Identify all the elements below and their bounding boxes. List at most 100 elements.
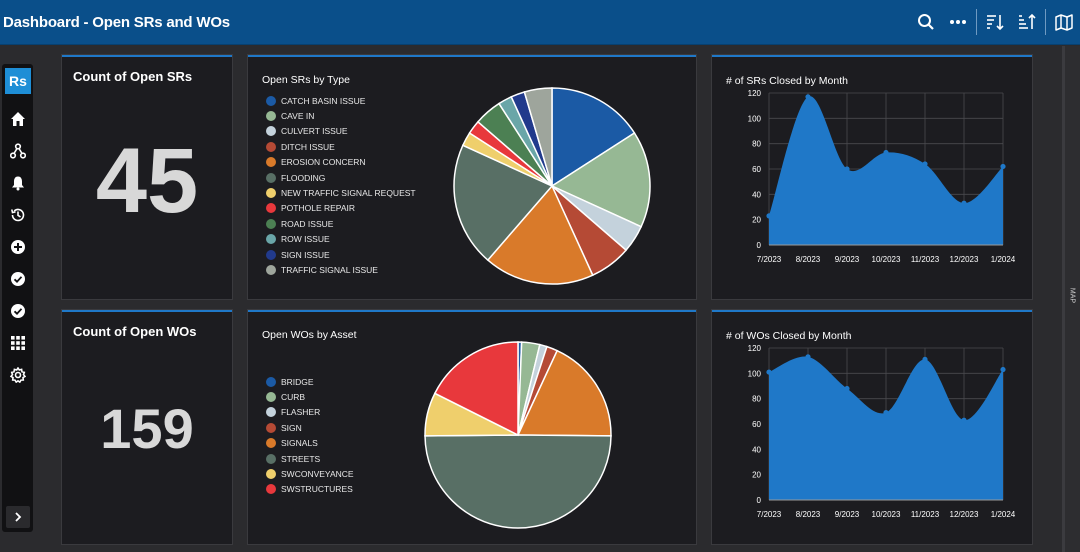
chart-legend: CATCH BASIN ISSUE CAVE IN CULVERT ISSUE DIT…	[266, 93, 416, 278]
expand-sidebar-button[interactable]	[6, 506, 30, 528]
legend-label: ROAD ISSUE	[281, 218, 334, 229]
data-point[interactable]	[883, 410, 889, 416]
y-tick-label: 120	[748, 89, 762, 98]
data-point[interactable]	[844, 166, 850, 172]
legend-item[interactable]: SWSTRUCTURES	[266, 482, 354, 497]
map-icon[interactable]	[1048, 0, 1080, 44]
legend-item[interactable]: BRIDGE	[266, 374, 354, 389]
y-tick-label: 100	[748, 114, 762, 123]
search-icon[interactable]	[910, 0, 942, 44]
legend-label: SIGNALS	[281, 438, 318, 449]
sort-descending-icon[interactable]	[979, 0, 1011, 44]
legend-item[interactable]: POTHOLE REPAIR	[266, 201, 416, 216]
map-panel-tab[interactable]	[1062, 46, 1080, 552]
data-point[interactable]	[1000, 366, 1006, 373]
legend-swatch	[266, 218, 276, 229]
x-tick-label: 9/2023	[835, 510, 860, 519]
y-tick-label: 0	[757, 241, 762, 250]
legend-item[interactable]: NEW TRAFFIC SIGNAL REQUEST	[266, 185, 416, 200]
legend-label: ROW ISSUE	[281, 234, 330, 245]
legend-item[interactable]: CAVE IN	[266, 108, 416, 123]
y-tick-label: 0	[757, 496, 762, 505]
legend-item[interactable]: FLOODING	[266, 170, 416, 185]
kpi-open-srs-panel: Count of Open SRs 45	[62, 55, 232, 299]
legend-swatch	[266, 392, 276, 403]
legend-item[interactable]: TRAFFIC SIGNAL ISSUE	[266, 262, 416, 277]
check-circle-icon[interactable]	[8, 269, 28, 289]
history-icon[interactable]	[8, 205, 28, 225]
more-options-icon[interactable]	[942, 0, 974, 44]
legend-label: CULVERT ISSUE	[281, 126, 348, 137]
legend-swatch	[266, 234, 276, 245]
x-tick-label: 11/2023	[911, 510, 940, 519]
legend-item[interactable]: SIGN ISSUE	[266, 247, 416, 262]
sort-ascending-icon[interactable]	[1011, 0, 1043, 44]
legend-swatch	[266, 111, 276, 122]
settings-gear-icon[interactable]	[8, 365, 28, 385]
check-circle-icon[interactable]	[8, 301, 28, 321]
pie-slice-traffic-signal-issue[interactable]	[523, 87, 553, 187]
pie-chart	[424, 341, 612, 529]
data-point[interactable]	[844, 385, 850, 392]
x-tick-label: 7/2023	[757, 255, 782, 264]
data-point[interactable]	[805, 94, 811, 100]
legend-swatch	[266, 453, 276, 464]
area-series[interactable]	[769, 96, 1003, 245]
data-point[interactable]	[922, 356, 928, 362]
data-point[interactable]	[1000, 163, 1006, 170]
bell-icon[interactable]	[8, 173, 28, 193]
pie-slice-streets[interactable]	[424, 434, 612, 529]
legend-item[interactable]: SIGN	[266, 420, 354, 435]
app-logo: Rs	[5, 68, 31, 94]
pie-slice-signals[interactable]	[516, 349, 612, 437]
legend-item[interactable]: CURB	[266, 389, 354, 404]
pie-slice-cave-in[interactable]	[550, 131, 651, 228]
legend-item[interactable]: FLASHER	[266, 405, 354, 420]
area-chart: # of SRs Closed by Month 0 20 40 60 80 100 120 7…	[726, 75, 1016, 264]
legend-swatch	[266, 407, 276, 418]
legend-label: CURB	[281, 392, 306, 403]
data-point[interactable]	[805, 354, 811, 360]
legend-item[interactable]: EROSION CONCERN	[266, 155, 416, 170]
pie-slice-erosion-concern[interactable]	[486, 184, 594, 285]
toolbar-divider	[1045, 9, 1046, 35]
sidebar: Rs	[2, 64, 33, 532]
chart-title: Open WOs by Asset	[262, 329, 357, 341]
legend-swatch	[266, 157, 276, 168]
data-point[interactable]	[766, 213, 772, 219]
data-point[interactable]	[883, 149, 889, 156]
kpi-value: 45	[95, 130, 199, 232]
y-tick-label: 60	[752, 420, 761, 429]
data-point[interactable]	[922, 161, 928, 167]
apps-grid-icon[interactable]	[8, 333, 28, 353]
legend-item[interactable]: SWCONVEYANCE	[266, 466, 354, 481]
legend-swatch	[266, 141, 276, 152]
legend-item[interactable]: CATCH BASIN ISSUE	[266, 93, 416, 108]
data-point[interactable]	[766, 369, 772, 375]
open-srs-by-type-panel: Open SRs by Type CATCH BASIN ISSUE CAVE I…	[248, 55, 696, 299]
kpi-value: 159	[100, 397, 194, 460]
legend-item[interactable]: ROAD ISSUE	[266, 216, 416, 231]
wos-closed-by-month-panel: # of WOs Closed by Month 0 20 40 60 80 100 120 7…	[712, 310, 1032, 544]
legend-label: BRIDGE	[281, 376, 314, 387]
x-tick-label: 7/2023	[757, 510, 782, 519]
legend-item[interactable]: STREETS	[266, 451, 354, 466]
legend-item[interactable]: SIGNALS	[266, 436, 354, 451]
legend-swatch	[266, 95, 276, 106]
data-point[interactable]	[961, 200, 967, 206]
home-icon[interactable]	[8, 109, 28, 129]
x-tick-label: 8/2023	[796, 510, 821, 519]
legend-item[interactable]: ROW ISSUE	[266, 232, 416, 247]
pie-slice-swstructures[interactable]	[433, 341, 519, 437]
workflow-icon[interactable]	[8, 141, 28, 161]
legend-label: EROSION CONCERN	[281, 157, 366, 168]
data-point[interactable]	[961, 417, 967, 423]
pie-slice-flooding[interactable]	[453, 144, 554, 262]
legend-label: SWSTRUCTURES	[281, 484, 353, 495]
area-series[interactable]	[769, 356, 1003, 500]
x-tick-label: 1/2024	[991, 255, 1016, 264]
legend-item[interactable]: DITCH ISSUE	[266, 139, 416, 154]
add-circle-icon[interactable]	[8, 237, 28, 257]
legend-item[interactable]: CULVERT ISSUE	[266, 124, 416, 139]
pie-slice-catch-basin-issue[interactable]	[551, 87, 636, 188]
